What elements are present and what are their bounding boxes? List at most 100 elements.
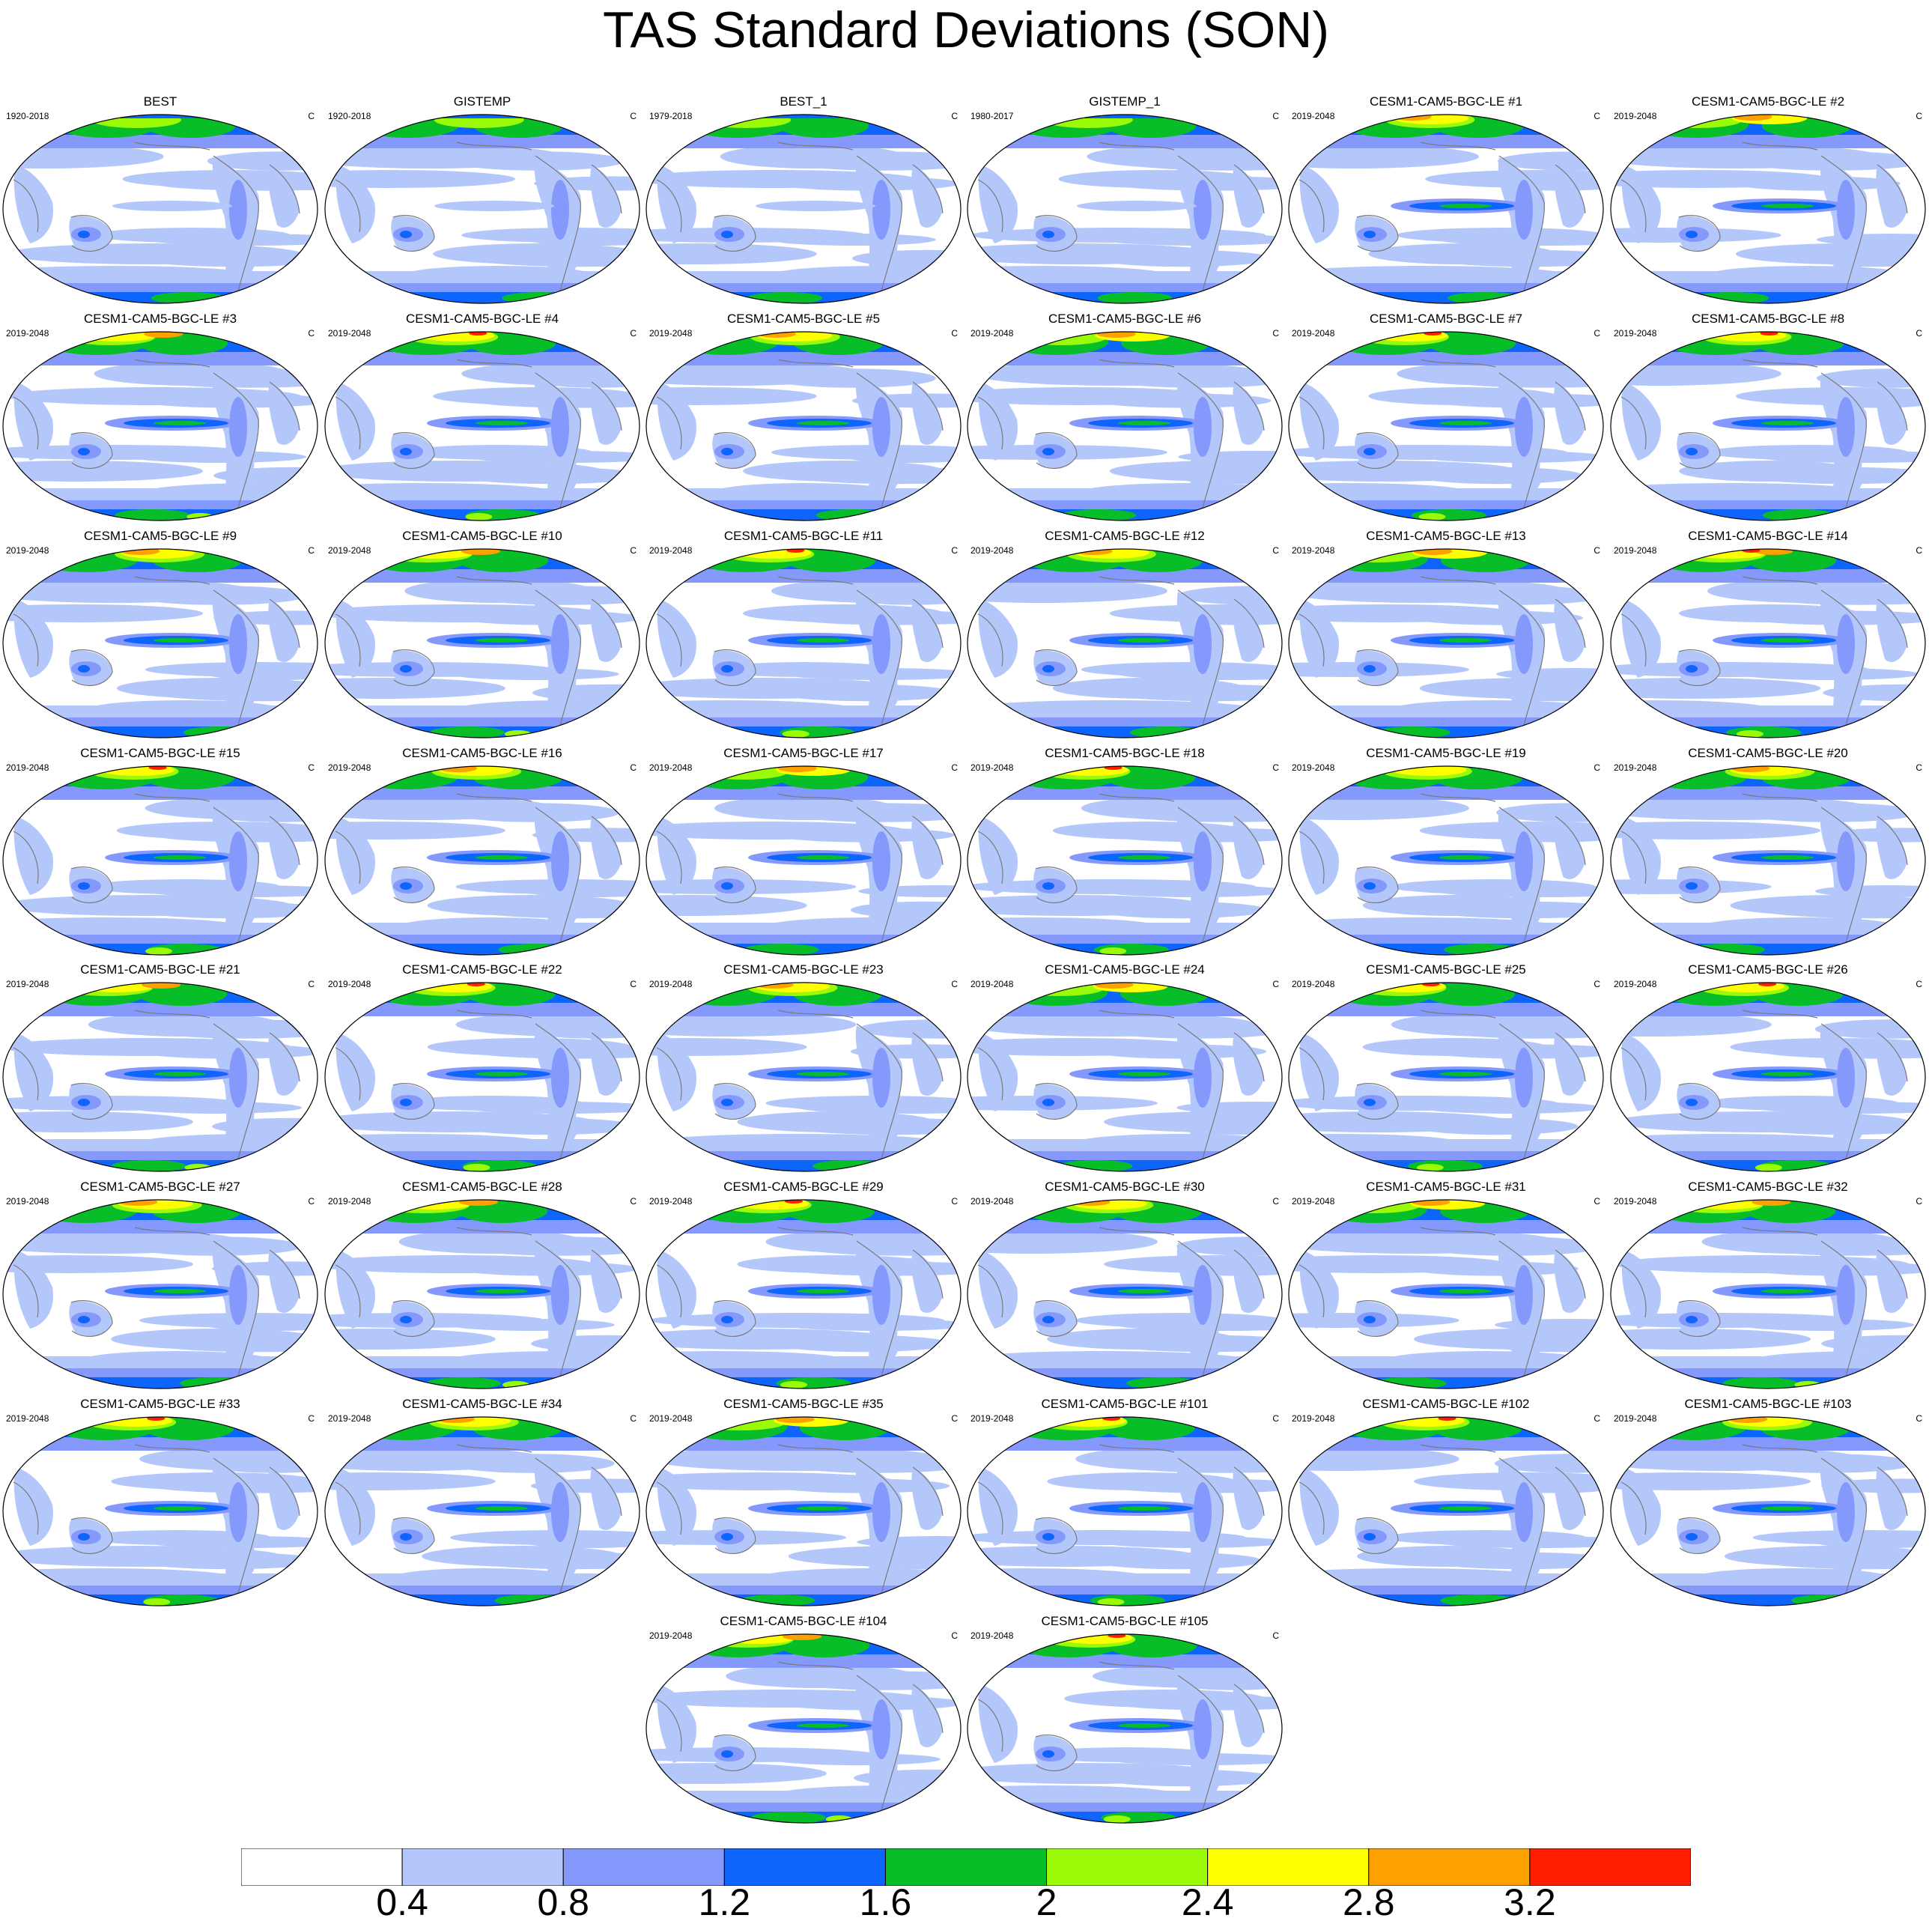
panel-period: 2019-2048 bbox=[1292, 1413, 1335, 1424]
colorbar-tick-label: 1.6 bbox=[859, 1881, 912, 1923]
world-map bbox=[1610, 114, 1926, 304]
panel-period: 2019-2048 bbox=[1292, 762, 1335, 773]
world-map bbox=[1288, 548, 1604, 738]
map-panel: CESM1-CAM5-BGC-LE #29 2019-2048 C bbox=[643, 1180, 964, 1391]
world-map bbox=[324, 1199, 640, 1389]
panel-units: C bbox=[1272, 1630, 1279, 1641]
panel-title: CESM1-CAM5-BGC-LE #12 bbox=[1045, 529, 1205, 543]
panel-units: C bbox=[630, 1413, 637, 1424]
panel-period: 2019-2048 bbox=[1614, 1196, 1657, 1207]
panel-units: C bbox=[630, 1196, 637, 1207]
panel-period: 2019-2048 bbox=[970, 1630, 1014, 1641]
colorbar-tick-label: 0.4 bbox=[376, 1881, 428, 1923]
panel-title: CESM1-CAM5-BGC-LE #14 bbox=[1688, 529, 1848, 543]
panel-period: 2019-2048 bbox=[970, 1413, 1014, 1424]
panel-title: CESM1-CAM5-BGC-LE #34 bbox=[402, 1397, 562, 1411]
panel-title: CESM1-CAM5-BGC-LE #101 bbox=[1041, 1397, 1209, 1411]
world-map bbox=[1610, 548, 1926, 738]
world-map bbox=[324, 982, 640, 1172]
panel-units: C bbox=[1272, 545, 1279, 556]
map-panel: CESM1-CAM5-BGC-LE #4 2019-2048 C bbox=[322, 312, 643, 523]
panel-period: 2019-2048 bbox=[1614, 979, 1657, 989]
panel-units: C bbox=[1916, 979, 1922, 989]
panel-period: 2019-2048 bbox=[6, 1196, 49, 1207]
map-panel: CESM1-CAM5-BGC-LE #16 2019-2048 C bbox=[322, 746, 643, 957]
panel-title: CESM1-CAM5-BGC-LE #103 bbox=[1684, 1397, 1852, 1411]
panel-title: CESM1-CAM5-BGC-LE #31 bbox=[1366, 1180, 1526, 1194]
panel-units: C bbox=[630, 979, 637, 989]
panel-units: C bbox=[308, 111, 315, 121]
colorbar-swatch bbox=[401, 1848, 564, 1886]
colorbar-tick-label: 3.2 bbox=[1504, 1881, 1556, 1923]
panel-period: 2019-2048 bbox=[328, 545, 371, 556]
panel-period: 1980-2017 bbox=[970, 111, 1014, 121]
panel-title: CESM1-CAM5-BGC-LE #32 bbox=[1688, 1180, 1848, 1194]
world-map bbox=[2, 331, 318, 521]
panel-period: 2019-2048 bbox=[1614, 111, 1657, 121]
world-map bbox=[645, 331, 962, 521]
panel-title: CESM1-CAM5-BGC-LE #7 bbox=[1369, 312, 1523, 326]
panel-period: 2019-2048 bbox=[1614, 1413, 1657, 1424]
panel-period: 2019-2048 bbox=[1292, 979, 1335, 989]
world-map bbox=[1288, 1199, 1604, 1389]
map-panel: CESM1-CAM5-BGC-LE #26 2019-2048 C bbox=[1608, 962, 1928, 1174]
map-panel: CESM1-CAM5-BGC-LE #19 2019-2048 C bbox=[1286, 746, 1606, 957]
panel-units: C bbox=[1272, 1196, 1279, 1207]
panel-units: C bbox=[951, 979, 958, 989]
colorbar-tick-label: 2 bbox=[1036, 1881, 1057, 1923]
map-panel: GISTEMP 1920-2018 C bbox=[322, 94, 643, 306]
world-map bbox=[645, 1633, 962, 1824]
panel-units: C bbox=[1594, 979, 1600, 989]
world-map bbox=[324, 1416, 640, 1606]
world-map bbox=[967, 982, 1283, 1172]
panel-units: C bbox=[308, 762, 315, 773]
colorbar-swatch bbox=[562, 1848, 725, 1886]
panel-units: C bbox=[308, 1196, 315, 1207]
world-map bbox=[1610, 1199, 1926, 1389]
panel-units: C bbox=[630, 328, 637, 339]
panel-units: C bbox=[951, 1413, 958, 1424]
world-map bbox=[324, 331, 640, 521]
colorbar-labels: 0.4 0.8 1.2 1.6 2 2.4 2.8 3.2 bbox=[0, 1880, 1932, 1925]
world-map bbox=[967, 1199, 1283, 1389]
panel-title: GISTEMP bbox=[453, 94, 511, 109]
world-map bbox=[2, 548, 318, 738]
panel-title: CESM1-CAM5-BGC-LE #30 bbox=[1045, 1180, 1205, 1194]
map-panel: CESM1-CAM5-BGC-LE #6 2019-2048 C bbox=[965, 312, 1285, 523]
panel-title: CESM1-CAM5-BGC-LE #3 bbox=[83, 312, 237, 326]
world-map bbox=[967, 114, 1283, 304]
panel-period: 2019-2048 bbox=[970, 328, 1014, 339]
colorbar-tick-label: 2.4 bbox=[1181, 1881, 1234, 1923]
world-map bbox=[324, 114, 640, 304]
world-map bbox=[324, 548, 640, 738]
panel-period: 2019-2048 bbox=[328, 328, 371, 339]
colorbar-tick-label: 2.8 bbox=[1343, 1881, 1395, 1923]
panel-title: CESM1-CAM5-BGC-LE #2 bbox=[1691, 94, 1845, 109]
panel-title: CESM1-CAM5-BGC-LE #4 bbox=[405, 312, 559, 326]
panel-units: C bbox=[1594, 762, 1600, 773]
panel-period: 2019-2048 bbox=[970, 545, 1014, 556]
map-panel: CESM1-CAM5-BGC-LE #18 2019-2048 C bbox=[965, 746, 1285, 957]
panel-units: C bbox=[308, 979, 315, 989]
panel-period: 2019-2048 bbox=[649, 545, 693, 556]
map-panel: CESM1-CAM5-BGC-LE #12 2019-2048 C bbox=[965, 529, 1285, 740]
world-map bbox=[967, 331, 1283, 521]
panel-title: CESM1-CAM5-BGC-LE #16 bbox=[402, 746, 562, 760]
panel-units: C bbox=[1594, 1413, 1600, 1424]
map-panel: CESM1-CAM5-BGC-LE #24 2019-2048 C bbox=[965, 962, 1285, 1174]
panel-units: C bbox=[1594, 545, 1600, 556]
map-panel: CESM1-CAM5-BGC-LE #13 2019-2048 C bbox=[1286, 529, 1606, 740]
map-panel: CESM1-CAM5-BGC-LE #23 2019-2048 C bbox=[643, 962, 964, 1174]
map-panel: CESM1-CAM5-BGC-LE #105 2019-2048 C bbox=[965, 1614, 1285, 1825]
map-panel: CESM1-CAM5-BGC-LE #10 2019-2048 C bbox=[322, 529, 643, 740]
map-panel: CESM1-CAM5-BGC-LE #5 2019-2048 C bbox=[643, 312, 964, 523]
panel-title: CESM1-CAM5-BGC-LE #11 bbox=[723, 529, 884, 543]
panel-title: CESM1-CAM5-BGC-LE #13 bbox=[1366, 529, 1526, 543]
panel-period: 2019-2048 bbox=[649, 1630, 693, 1641]
panel-units: C bbox=[951, 1630, 958, 1641]
panel-units: C bbox=[1594, 328, 1600, 339]
world-map bbox=[1610, 765, 1926, 956]
panel-title: CESM1-CAM5-BGC-LE #104 bbox=[720, 1614, 887, 1628]
world-map bbox=[2, 765, 318, 956]
world-map bbox=[645, 548, 962, 738]
